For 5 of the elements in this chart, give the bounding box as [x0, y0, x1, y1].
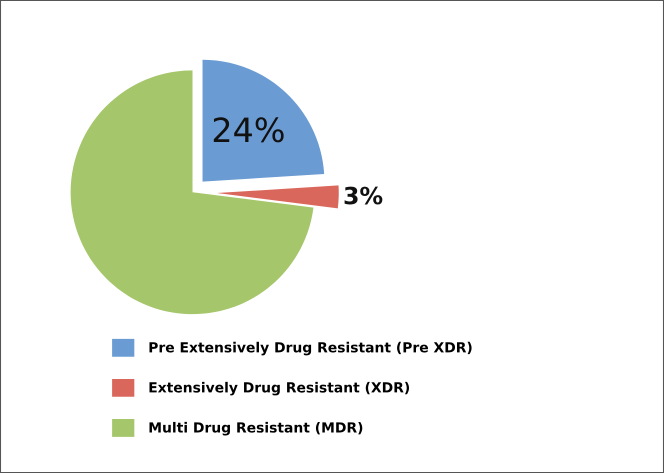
data-label: 3% [344, 186, 382, 205]
legend-label: Multi Drug Resistant (MDR) [149, 422, 362, 436]
data-label: 24% [214, 117, 284, 142]
legend-label: Extensively Drug Resistant (XDR) [149, 382, 410, 396]
legend-label: Pre Extensively Drug Resistant (Pre XDR) [149, 342, 472, 356]
